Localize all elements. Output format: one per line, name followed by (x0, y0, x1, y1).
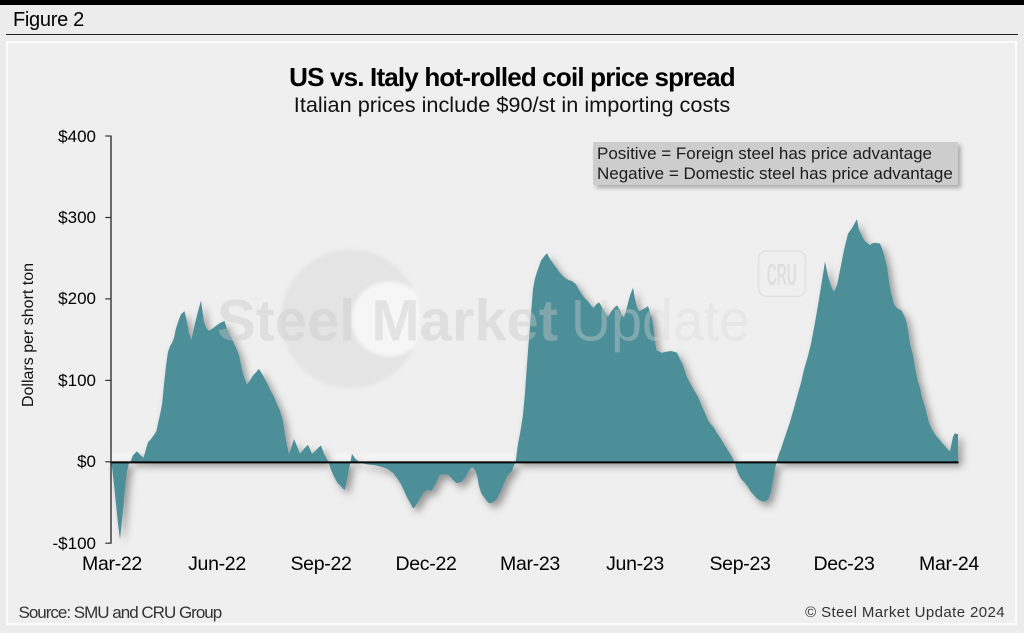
svg-text:Steel Market: Steel Market (217, 289, 558, 354)
svg-text:CRU: CRU (767, 257, 797, 292)
svg-text:Update: Update (571, 289, 750, 354)
